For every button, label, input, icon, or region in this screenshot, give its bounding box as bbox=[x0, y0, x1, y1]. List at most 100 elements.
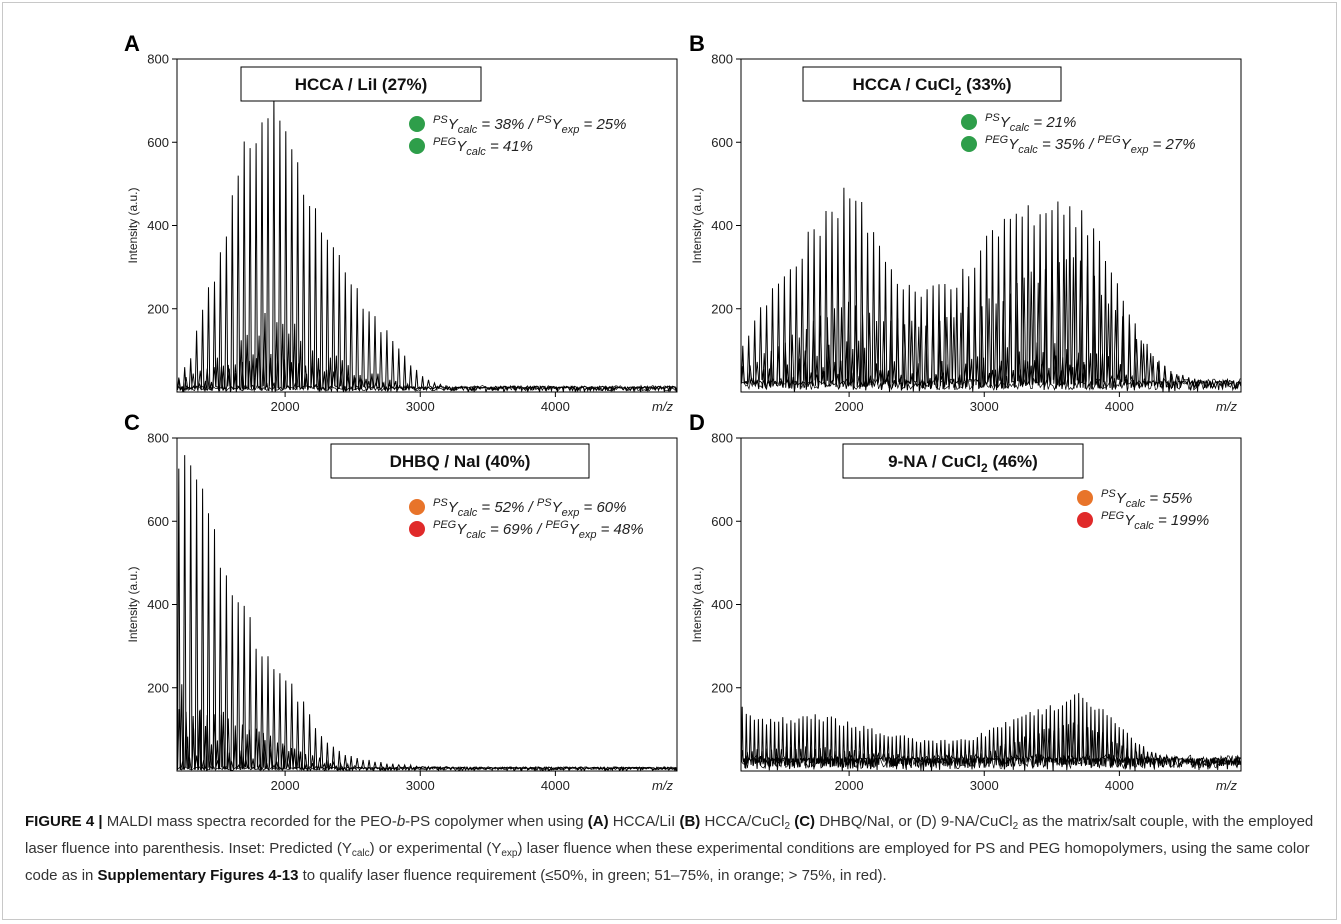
y-tick-label-d-800: 800 bbox=[711, 431, 733, 446]
fluence-sub2-b-2: exp bbox=[1131, 144, 1149, 156]
fluence-value2-a-1: = 25% bbox=[579, 116, 626, 133]
panel-d: D 200 400 600 800 2000 3000 4000 Intensity (a.u.… bbox=[689, 410, 1242, 793]
condition-box-b bbox=[802, 66, 1062, 102]
fluence-sup-a-2: PEG bbox=[433, 136, 457, 148]
x-tick-label-b-3000: 3000 bbox=[970, 399, 999, 414]
fluence-sub-c-1: calc bbox=[458, 507, 478, 519]
fluence-slash-c-2: / bbox=[533, 521, 546, 538]
condition-title-sub-d: 2 bbox=[981, 461, 988, 475]
fluence-value-a-1: = 38% bbox=[477, 116, 524, 133]
fluence-sub-a-1: calc bbox=[458, 124, 478, 136]
fluence-label-a-1: PSYcalc = 38% / PSYexp = 25% bbox=[433, 114, 626, 136]
condition-title-suffix-d: (46%) bbox=[988, 452, 1038, 471]
fluence-sub-d-1: calc bbox=[1126, 498, 1146, 510]
caption-a-label: (A) bbox=[587, 813, 609, 830]
condition-title-a: HCCA / LiI (27%) bbox=[295, 75, 428, 94]
fluence-sup-d-2: PEG bbox=[1101, 510, 1125, 522]
fluence-sup-d-1: PS bbox=[1101, 488, 1116, 500]
caption-exp-subscript: exp bbox=[501, 848, 518, 859]
fluence-dot-d-1 bbox=[1077, 490, 1093, 506]
y-tick-label-b-200: 200 bbox=[711, 301, 733, 316]
panel-c: C 200 400 600 800 2000 3000 4000 Intensity (a.u.… bbox=[124, 410, 678, 793]
condition-title-suffix-c: (40%) bbox=[480, 452, 530, 471]
spectra-figure: A 200 400 600 800 2000 3000 4000 Intensity (a.u.… bbox=[124, 31, 1242, 793]
y-tick-label-c-600: 600 bbox=[147, 514, 169, 529]
caption-text-6: to qualify laser fluence requirement (≤5… bbox=[298, 867, 887, 884]
caption-b-text-1: HCCA/CuCl bbox=[700, 813, 785, 830]
condition-box-c bbox=[330, 443, 590, 479]
x-tick-label-a-4000: 4000 bbox=[541, 399, 570, 414]
x-tick-label-d-3000: 3000 bbox=[970, 778, 999, 793]
fluence-value2-c-1: = 60% bbox=[579, 499, 626, 516]
fluence-sub2-c-1: exp bbox=[562, 507, 580, 519]
fluence-dot-c-1 bbox=[409, 499, 425, 515]
x-tick-label-c-4000: 4000 bbox=[541, 778, 570, 793]
spectrum-series-b-1 bbox=[741, 187, 1241, 392]
x-tick-label-c-2000: 2000 bbox=[271, 778, 300, 793]
y-axis-label-a: Intensity (a.u.) bbox=[126, 187, 140, 263]
panel-letter-a: A bbox=[124, 31, 140, 56]
condition-title-text-d: 9-NA / CuCl bbox=[888, 452, 981, 471]
y-tick-label-a-200: 200 bbox=[147, 301, 169, 316]
caption-supplementary-ref: Supplementary Figures 4-13 bbox=[97, 867, 299, 884]
y-tick-label-b-600: 600 bbox=[711, 135, 733, 150]
fluence-y2-c-1: Y bbox=[552, 499, 563, 516]
fluence-value-b-2: = 35% bbox=[1038, 136, 1085, 153]
fluence-value2-c-2: = 48% bbox=[596, 521, 643, 538]
y-axis-label-c: Intensity (a.u.) bbox=[126, 566, 140, 642]
fluence-label-d-2: PEGYcalc = 199% bbox=[1101, 510, 1209, 532]
fluence-y-b-2: Y bbox=[1008, 136, 1019, 153]
x-tick-label-c-3000: 3000 bbox=[406, 778, 435, 793]
x-tick-label-a-2000: 2000 bbox=[271, 399, 300, 414]
condition-title-text-c: DHBQ / NaI bbox=[390, 452, 481, 471]
fluence-sup-b-2: PEG bbox=[985, 134, 1009, 146]
caption-c-label: (C) bbox=[794, 813, 816, 830]
y-tick-label-a-600: 600 bbox=[147, 135, 169, 150]
y-axis-label-d: Intensity (a.u.) bbox=[690, 566, 704, 642]
fluence-sub-c-2: calc bbox=[466, 529, 486, 541]
fluence-value-d-1: = 55% bbox=[1145, 490, 1192, 507]
fluence-slash-a-1: / bbox=[524, 116, 537, 133]
fluence-y2-c-2: Y bbox=[569, 521, 580, 538]
panel-b: B 200 400 600 800 2000 3000 4000 Intensity (a.u.… bbox=[689, 31, 1242, 414]
fluence-sup2-a-1: PS bbox=[537, 114, 552, 126]
baseline-noise-b bbox=[741, 377, 1241, 392]
fluence-sup-c-2: PEG bbox=[433, 519, 457, 531]
fluence-sup-a-1: PS bbox=[433, 114, 448, 126]
spectrum-series-c-1 bbox=[177, 455, 677, 771]
fluence-value-a-2: = 41% bbox=[486, 138, 533, 155]
caption-a-text: HCCA/LiI bbox=[608, 813, 680, 830]
spectrum-series-a-2 bbox=[177, 357, 677, 392]
panel-letter-d: D bbox=[689, 410, 705, 435]
fluence-value-c-1: = 52% bbox=[477, 499, 524, 516]
fluence-sub2-c-2: exp bbox=[579, 529, 597, 541]
fluence-y-d-1: Y bbox=[1116, 490, 1127, 507]
y-tick-label-b-800: 800 bbox=[711, 52, 733, 67]
condition-title-text-a: HCCA / LiI bbox=[295, 75, 377, 94]
fluence-dot-b-2 bbox=[961, 136, 977, 152]
y-tick-label-c-400: 400 bbox=[147, 597, 169, 612]
y-tick-label-a-400: 400 bbox=[147, 218, 169, 233]
fluence-y-d-2: Y bbox=[1124, 512, 1135, 529]
fluence-label-a-2: PEGYcalc = 41% bbox=[433, 136, 533, 158]
condition-title-b: HCCA / CuCl2 (33%) bbox=[852, 75, 1011, 98]
y-tick-label-c-200: 200 bbox=[147, 680, 169, 695]
fluence-label-b-1: PSYcalc = 21% bbox=[985, 112, 1076, 134]
x-tick-label-b-2000: 2000 bbox=[835, 399, 864, 414]
caption-text-2: -PS copolymer when using bbox=[405, 813, 588, 830]
fluence-label-c-2: PEGYcalc = 69% / PEGYexp = 48% bbox=[433, 519, 644, 541]
fluence-sup-c-1: PS bbox=[433, 497, 448, 509]
x-tick-label-b-4000: 4000 bbox=[1105, 399, 1134, 414]
fluence-label-c-1: PSYcalc = 52% / PSYexp = 60% bbox=[433, 497, 626, 519]
fluence-value-c-2: = 69% bbox=[486, 521, 533, 538]
x-tick-label-d-4000: 4000 bbox=[1105, 778, 1134, 793]
fluence-label-d-1: PSYcalc = 55% bbox=[1101, 488, 1192, 510]
caption-text-3: as the matrix/salt couple, with the empl… bbox=[25, 813, 1314, 857]
fluence-dot-a-1 bbox=[409, 116, 425, 132]
caption-label: FIGURE 4 | bbox=[25, 813, 103, 830]
spectrum-series-b-2 bbox=[741, 257, 1241, 392]
spectrum-series-c-2 bbox=[177, 709, 677, 771]
fluence-dot-a-2 bbox=[409, 138, 425, 154]
fluence-dot-c-2 bbox=[409, 521, 425, 537]
